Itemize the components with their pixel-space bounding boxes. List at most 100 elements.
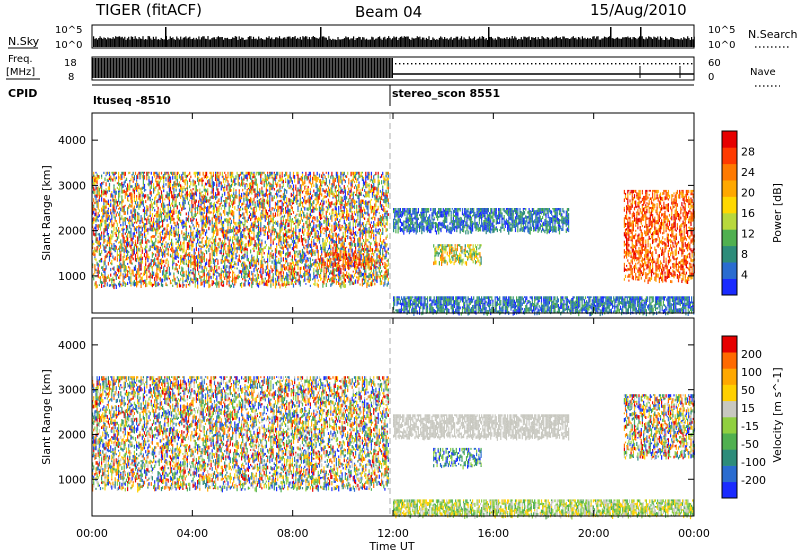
echo-cell <box>306 265 308 267</box>
echo-cell <box>111 283 113 286</box>
echo-cell <box>228 193 230 198</box>
echo-cell <box>150 191 152 195</box>
echo-cell <box>129 180 131 182</box>
echo-cell <box>217 281 219 286</box>
echo-cell <box>107 241 109 244</box>
echo-cell <box>313 250 315 254</box>
echo-cell <box>112 267 114 270</box>
echo-cell <box>119 216 121 221</box>
echo-cell <box>123 243 125 247</box>
echo-cell <box>114 273 116 277</box>
echo-cell <box>246 179 248 182</box>
echo-cell <box>212 183 214 188</box>
echo-cell <box>295 244 297 246</box>
echo-cell <box>166 252 168 255</box>
echo-cell <box>301 190 304 194</box>
nsky-bar <box>503 37 505 47</box>
echo-cell <box>208 281 210 284</box>
echo-cell <box>105 214 107 219</box>
echo-cell <box>116 211 118 214</box>
echo-cell <box>251 281 253 285</box>
echo-cell <box>140 239 142 244</box>
echo-cell <box>241 179 243 182</box>
echo-cell <box>114 232 116 235</box>
echo-cell <box>162 259 164 263</box>
echo-cell <box>115 229 117 234</box>
echo-cell <box>289 171 291 176</box>
echo-cell <box>204 219 207 224</box>
echo-cell <box>304 197 306 202</box>
echo-cell <box>238 269 240 274</box>
echo-cell <box>323 189 325 192</box>
echo-cell <box>301 248 304 254</box>
nave-dot <box>591 63 593 65</box>
echo-cell <box>303 258 305 262</box>
echo-cell <box>262 211 264 214</box>
echo-cell <box>107 251 109 254</box>
echo-cell <box>107 216 109 219</box>
echo-cell <box>99 194 102 198</box>
echo-cell <box>287 217 289 221</box>
echo-cell <box>304 267 306 272</box>
echo-cell <box>324 248 326 252</box>
echo-cell <box>237 274 239 276</box>
echo-cell <box>159 258 161 263</box>
echo-cell <box>172 171 174 176</box>
echo-cell <box>178 234 181 239</box>
echo-cell <box>158 232 160 235</box>
echo-cell <box>162 233 164 236</box>
nsky-bar <box>511 36 513 47</box>
nsky-bar <box>467 39 469 47</box>
echo-cell <box>189 225 191 228</box>
echo-cell <box>283 228 286 231</box>
echo-cell <box>280 271 282 274</box>
echo-cell <box>180 258 182 261</box>
echo-cell <box>199 199 201 202</box>
echo-cell <box>202 200 204 204</box>
echo-cell <box>107 179 109 183</box>
echo-cell <box>269 253 271 258</box>
echo-cell <box>204 182 207 186</box>
echo-cell <box>235 226 237 229</box>
echo-cell <box>318 228 321 231</box>
power-echo-field <box>92 171 695 317</box>
echo-cell <box>137 175 139 180</box>
echo-cell <box>110 180 112 182</box>
echo-cell <box>260 215 262 219</box>
echo-cell <box>312 278 314 281</box>
echo-cell <box>113 199 115 204</box>
echo-cell <box>192 271 194 275</box>
nsky-bar <box>190 39 192 47</box>
echo-cell <box>115 284 117 289</box>
nsky-bar <box>161 39 164 47</box>
echo-cell <box>253 211 255 215</box>
echo-cell <box>279 183 281 186</box>
echo-cell <box>274 228 277 233</box>
echo-cell <box>278 275 280 279</box>
echo-cell <box>203 222 205 227</box>
echo-cell <box>187 234 190 237</box>
echo-cell <box>314 207 316 210</box>
echo-cell <box>263 193 265 197</box>
echo-cell <box>116 254 118 258</box>
nsky-bar <box>398 38 400 47</box>
echo-cell <box>184 222 186 225</box>
echo-cell <box>92 204 94 207</box>
echo-cell <box>131 193 133 196</box>
echo-cell <box>297 205 299 211</box>
echo-cell <box>296 194 298 197</box>
echo-cell <box>94 264 96 268</box>
echo-cell <box>268 235 270 239</box>
echo-cell <box>299 189 301 192</box>
echo-cell <box>133 221 135 224</box>
echo-cell <box>317 176 319 180</box>
echo-cell <box>250 261 252 267</box>
echo-cell <box>321 225 323 227</box>
echo-cell <box>140 201 142 204</box>
nsky-bar <box>411 37 413 47</box>
echo-cell <box>218 280 220 283</box>
nsky-bar <box>507 39 509 47</box>
echo-cell <box>148 270 150 273</box>
nsky-bar <box>592 36 594 47</box>
echo-cell <box>269 196 271 201</box>
